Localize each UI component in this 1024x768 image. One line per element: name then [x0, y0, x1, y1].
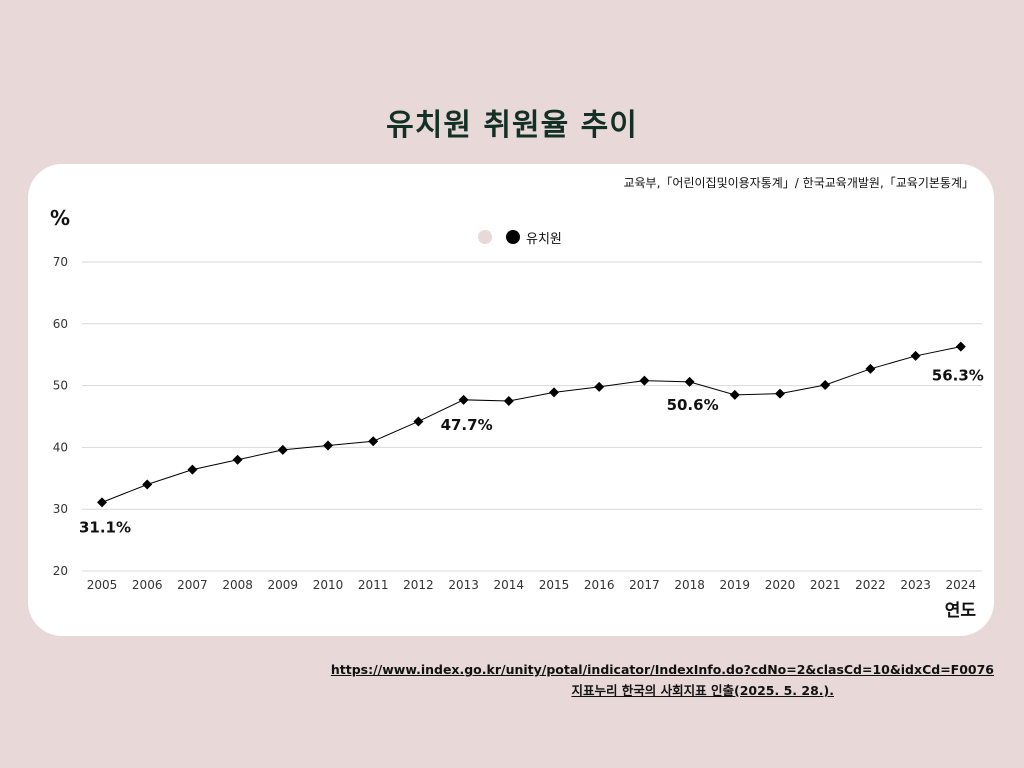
source-citation: 교육부,「어린이집및이용자통계」/ 한국교육개발원,「교육기본통계」 — [623, 176, 974, 190]
y-tick-label: 50 — [53, 379, 68, 393]
legend: 유치원 — [478, 228, 562, 247]
x-tick-label: 2020 — [765, 578, 796, 592]
data-label: 47.7% — [441, 416, 493, 434]
x-tick-label: 2013 — [448, 578, 479, 592]
data-point — [503, 396, 514, 407]
data-point — [277, 444, 288, 455]
y-tick-label: 40 — [53, 440, 68, 454]
y-axis-unit-label: % — [50, 206, 71, 230]
x-tick-label: 2005 — [87, 578, 118, 592]
x-tick-label: 2021 — [810, 578, 841, 592]
data-point — [323, 440, 333, 451]
footer-source: https://www.index.go.kr/unity/potal/indi… — [0, 662, 994, 699]
x-tick-label: 2009 — [268, 578, 299, 592]
x-tick-label: 2024 — [946, 578, 977, 592]
y-tick-label: 20 — [53, 564, 68, 578]
data-point — [775, 388, 785, 399]
legend-series-marker — [506, 230, 520, 244]
x-tick-label: 2006 — [132, 578, 163, 592]
series-line-유치원 — [101, 346, 961, 503]
chart-card: 교육부,「어린이집및이용자통계」/ 한국교육개발원,「교육기본통계」 % 연도 … — [28, 164, 994, 636]
legend-item: 유치원 — [506, 228, 562, 247]
data-point — [413, 416, 424, 427]
legend-blank-marker — [478, 230, 492, 244]
x-tick-label: 2016 — [584, 578, 615, 592]
y-tick-label: 70 — [53, 255, 68, 269]
data-point — [142, 479, 153, 490]
legend-series-label: 유치원 — [526, 231, 562, 247]
data-point — [820, 379, 831, 390]
data-point — [97, 497, 107, 508]
data-point — [865, 363, 876, 374]
x-tick-label: 2015 — [539, 578, 570, 592]
data-point — [729, 389, 740, 400]
source-note: 지표누리 한국의 사회지표 인출(2025. 5. 28.). — [571, 683, 834, 698]
data-point — [187, 464, 198, 475]
x-tick-label: 2012 — [403, 578, 434, 592]
x-tick-label: 2010 — [313, 578, 344, 592]
data-point — [549, 387, 559, 398]
data-label: 56.3% — [932, 367, 984, 385]
data-point — [594, 381, 605, 392]
data-label: 31.1% — [79, 518, 131, 536]
page-title: 유치원 취원율 추이 — [386, 108, 638, 143]
source-link[interactable]: https://www.index.go.kr/unity/potal/indi… — [330, 662, 994, 677]
x-tick-label: 2018 — [674, 578, 705, 592]
data-point — [910, 350, 921, 361]
data-point — [955, 341, 966, 352]
data-point — [639, 375, 650, 386]
x-tick-label: 2008 — [222, 578, 253, 592]
y-tick-label: 60 — [53, 317, 68, 331]
x-tick-label: 2014 — [494, 578, 525, 592]
x-tick-label: 2023 — [900, 578, 931, 592]
data-point — [232, 454, 243, 465]
data-point — [684, 376, 695, 387]
y-tick-label: 30 — [53, 502, 68, 516]
x-tick-label: 2011 — [358, 578, 389, 592]
data-point — [458, 394, 469, 405]
data-point — [368, 436, 379, 447]
x-tick-label: 2007 — [177, 578, 208, 592]
line-chart: 20 30 40 50 60 70 2005 2006 2007 2008 2009 2010 2011… — [53, 255, 984, 592]
x-tick-label: 2022 — [855, 578, 886, 592]
x-axis-unit-label: 연도 — [944, 601, 976, 621]
x-tick-label: 2017 — [629, 578, 660, 592]
data-label: 50.6% — [667, 396, 719, 414]
x-tick-label: 2019 — [720, 578, 751, 592]
